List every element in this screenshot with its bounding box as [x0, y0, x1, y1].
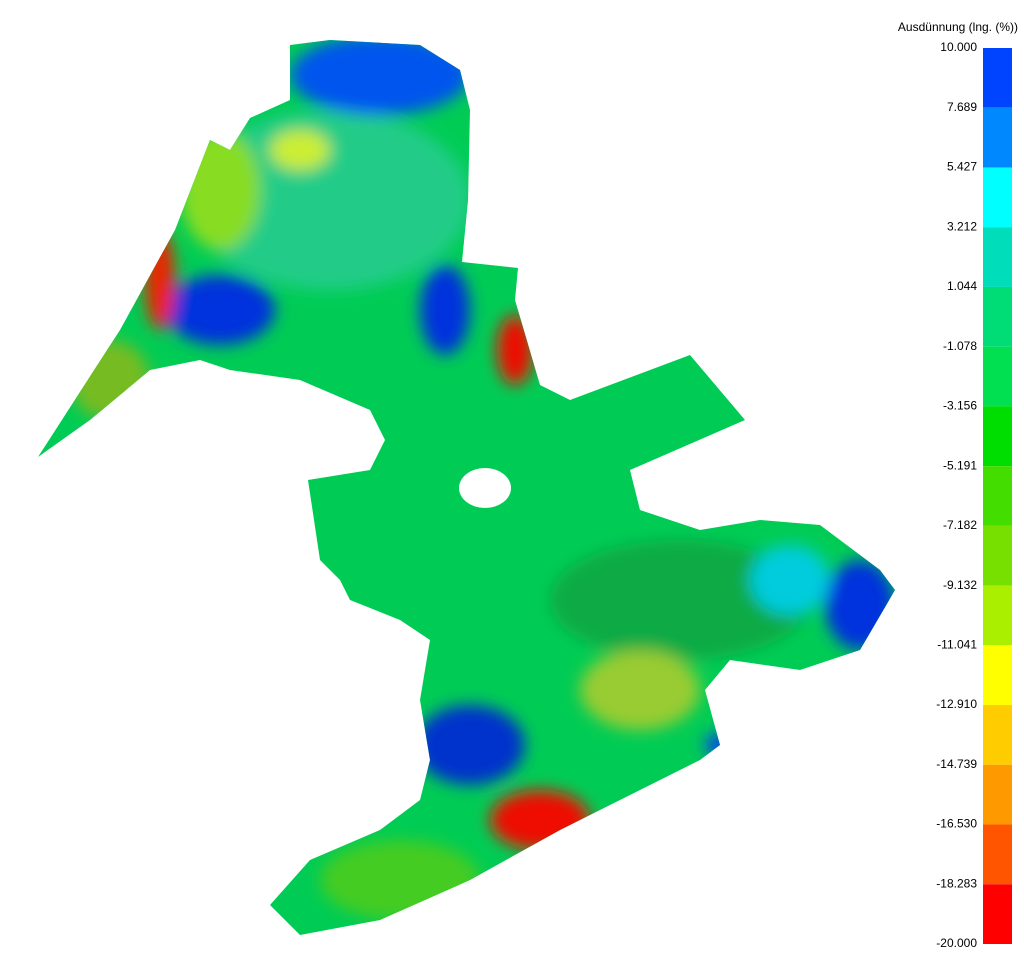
legend-band	[983, 645, 1012, 706]
legend-band	[983, 585, 1012, 646]
legend-label: 7.689	[947, 100, 977, 114]
legend-label: -16.530	[936, 817, 977, 831]
legend-band	[983, 764, 1012, 825]
legend-label: 10.000	[940, 40, 977, 54]
legend: Ausdünnung (lng. (%)) 10.000 7.689 5.427 3.…	[898, 20, 1018, 950]
legend-label: -3.156	[943, 399, 977, 413]
legend-label: -5.191	[943, 458, 977, 472]
legend-label: -20.000	[936, 936, 977, 950]
legend-label: -18.283	[936, 876, 977, 890]
legend-band	[983, 525, 1012, 586]
legend-band	[983, 227, 1012, 287]
legend-band	[983, 884, 1012, 944]
legend-band	[983, 48, 1012, 108]
legend-band	[983, 107, 1012, 168]
legend-label: 1.044	[947, 279, 977, 293]
legend-label: -12.910	[936, 697, 977, 711]
legend-label: -9.132	[943, 578, 977, 592]
legend-band	[983, 167, 1012, 228]
legend-band	[983, 286, 1012, 347]
legend-band	[983, 824, 1012, 885]
legend-label: -11.041	[937, 638, 977, 652]
legend-label: -7.182	[943, 518, 977, 532]
legend-band	[983, 466, 1012, 526]
legend-label: -14.739	[936, 757, 977, 771]
legend-label: 5.427	[947, 160, 977, 174]
legend-band	[983, 406, 1012, 467]
part-hole	[459, 468, 511, 508]
legend-label: 3.212	[947, 219, 977, 233]
legend-title: Ausdünnung (lng. (%))	[898, 20, 1018, 34]
legend-label: -1.078	[943, 339, 977, 353]
legend-band	[983, 705, 1012, 765]
legend-band	[983, 346, 1012, 407]
